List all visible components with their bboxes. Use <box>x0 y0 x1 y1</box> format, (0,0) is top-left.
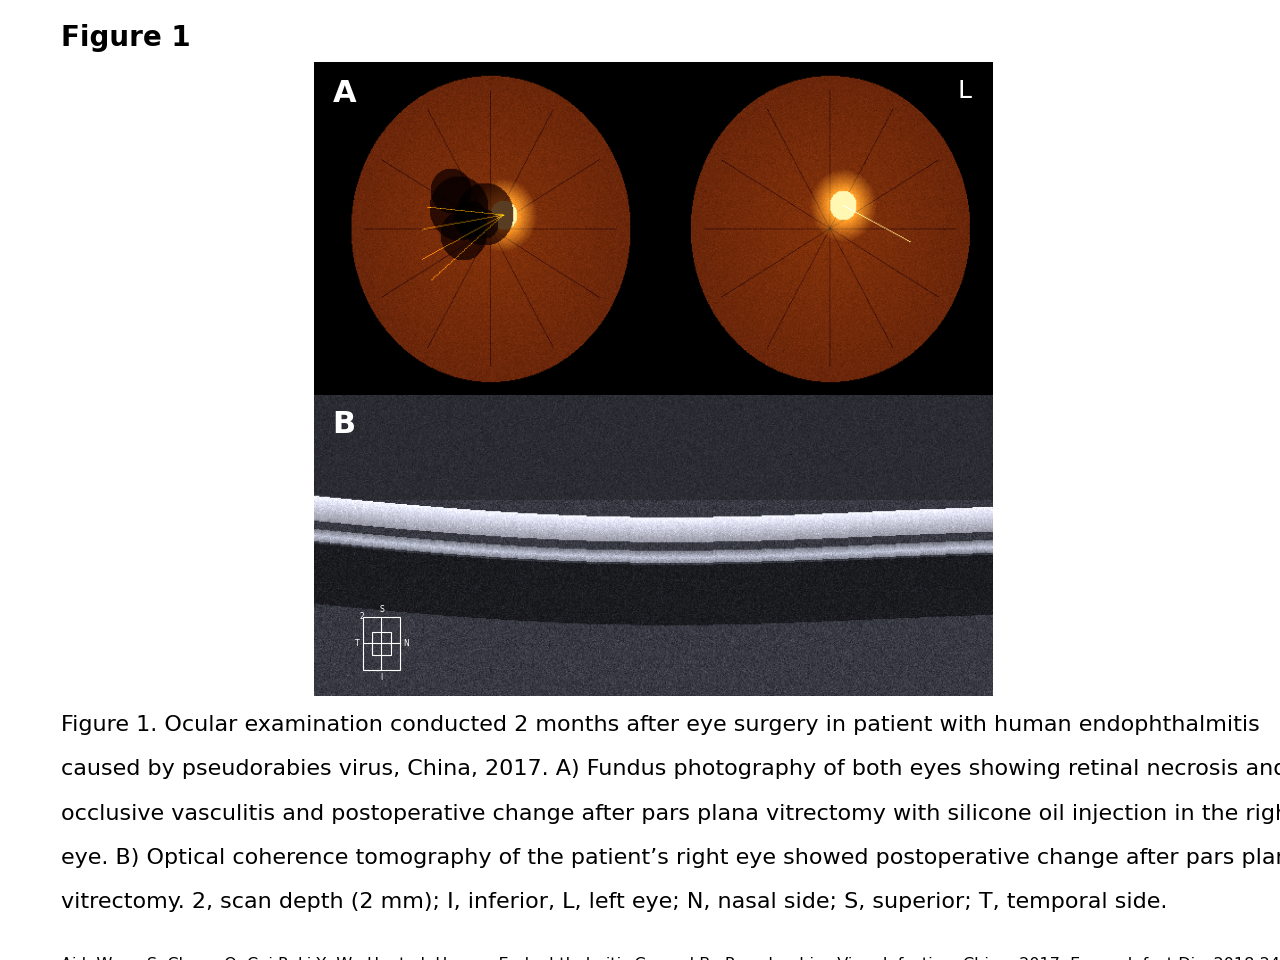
Text: A: A <box>333 79 356 108</box>
Text: T: T <box>355 638 360 648</box>
Text: caused by pseudorabies virus, China, 2017. A) Fundus photography of both eyes sh: caused by pseudorabies virus, China, 201… <box>61 759 1280 780</box>
Text: eye. B) Optical coherence tomography of the patient’s right eye showed postopera: eye. B) Optical coherence tomography of … <box>61 848 1280 868</box>
Text: occlusive vasculitis and postoperative change after pars plana vitrectomy with s: occlusive vasculitis and postoperative c… <box>61 804 1280 824</box>
Text: 2: 2 <box>360 612 365 621</box>
Text: Figure 1: Figure 1 <box>61 24 191 52</box>
Text: S: S <box>379 605 384 614</box>
Text: Figure 1. Ocular examination conducted 2 months after eye surgery in patient wit: Figure 1. Ocular examination conducted 2… <box>61 715 1261 735</box>
Text: B: B <box>333 410 356 439</box>
Text: vitrectomy. 2, scan depth (2 mm); I, inferior, L, left eye; N, nasal side; S, su: vitrectomy. 2, scan depth (2 mm); I, inf… <box>61 892 1167 912</box>
Text: L: L <box>957 79 972 103</box>
Text: Ai J, Weng S, Cheng Q, Cui P, Li Y, Wu H, et al. Human Endophthalmitis Caused By: Ai J, Weng S, Cheng Q, Cui P, Li Y, Wu H… <box>61 957 1280 960</box>
Bar <box>372 632 390 655</box>
Bar <box>364 617 399 670</box>
Text: N: N <box>403 638 408 648</box>
Text: I: I <box>380 673 383 682</box>
